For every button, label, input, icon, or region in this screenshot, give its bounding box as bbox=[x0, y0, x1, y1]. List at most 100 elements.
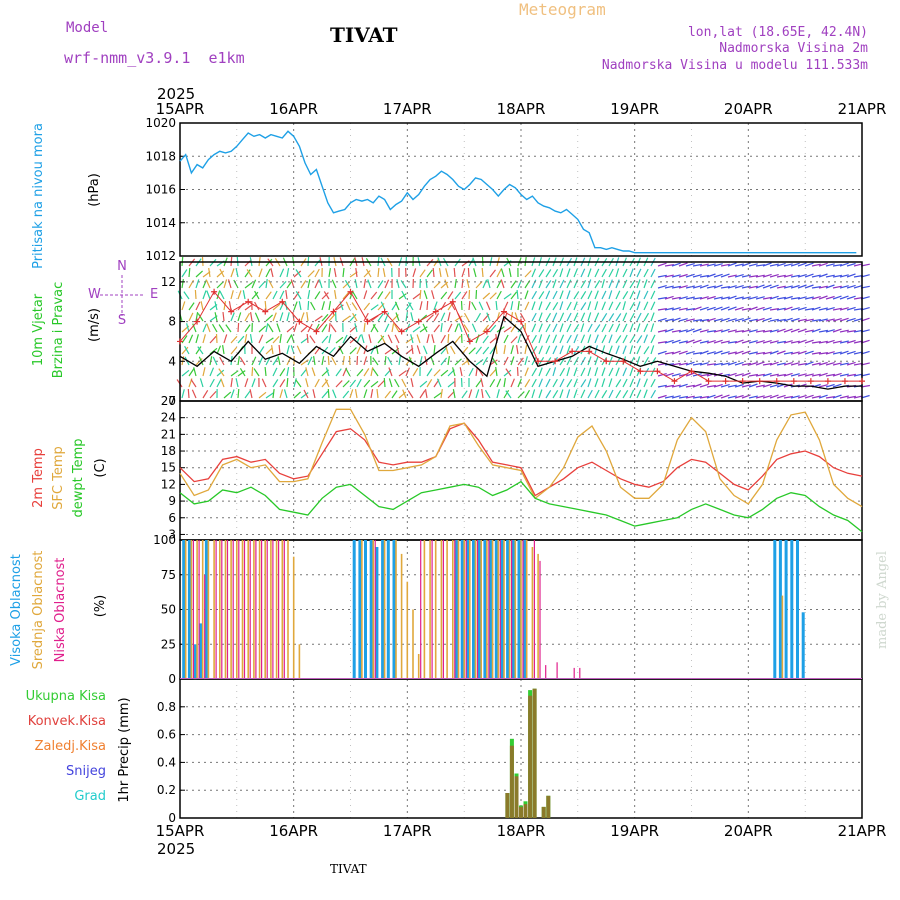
wind-barb bbox=[538, 269, 545, 278]
wind-barb bbox=[422, 345, 428, 355]
wind-barb bbox=[382, 268, 386, 278]
wind-barb bbox=[664, 318, 674, 322]
wind-barb bbox=[769, 318, 779, 322]
wind-barb bbox=[377, 267, 380, 278]
cloud-bar bbox=[406, 581, 409, 679]
wind-barb bbox=[433, 281, 441, 289]
wind-gust-marker bbox=[552, 358, 559, 365]
wind-barb bbox=[188, 302, 195, 311]
wind-barb bbox=[461, 390, 468, 399]
wind-barb bbox=[426, 314, 434, 322]
wind-barb bbox=[503, 334, 509, 344]
wind-barb bbox=[407, 390, 414, 399]
lonlat-label: lon,lat (18.65E, 42.4N) bbox=[687, 25, 868, 40]
wind-barb bbox=[734, 263, 744, 267]
wind-barb bbox=[552, 323, 558, 333]
wind-barb bbox=[818, 285, 828, 289]
wind-barb bbox=[433, 392, 442, 399]
wind-gust-marker bbox=[654, 368, 661, 375]
cloud-bar bbox=[221, 540, 223, 679]
wind-barb bbox=[219, 268, 225, 278]
wind-barb bbox=[657, 308, 667, 311]
cloud-bar bbox=[255, 540, 257, 679]
wind-barb bbox=[643, 346, 650, 355]
wind-barb bbox=[475, 312, 482, 322]
wind-barb bbox=[505, 368, 512, 377]
wind-barb bbox=[368, 334, 372, 344]
wind-barb bbox=[818, 307, 828, 311]
wind-barb bbox=[587, 367, 592, 377]
top-year-label: 2025 bbox=[157, 85, 195, 103]
wind-barb bbox=[307, 279, 311, 289]
cloud-bar bbox=[386, 540, 390, 679]
wind-barb bbox=[193, 367, 197, 377]
wind-barb bbox=[608, 301, 614, 311]
wind-gust-marker bbox=[569, 348, 576, 355]
wind-barb bbox=[762, 262, 772, 267]
wind-barb bbox=[615, 389, 622, 399]
wind-barb bbox=[615, 290, 621, 300]
wind-barb bbox=[769, 295, 779, 300]
wind-barb bbox=[825, 263, 835, 267]
wind-barb bbox=[198, 356, 204, 366]
wind-barb bbox=[552, 268, 559, 278]
wind-barb bbox=[321, 335, 329, 344]
y-tick-label: 1020 bbox=[145, 116, 176, 130]
wind-barb bbox=[671, 384, 681, 388]
wind-barb bbox=[250, 312, 253, 322]
wind-barb bbox=[769, 329, 779, 333]
wind-barb bbox=[573, 268, 578, 278]
y-tick-label: 3 bbox=[168, 527, 176, 541]
wind-barb bbox=[314, 291, 321, 300]
wind-barb bbox=[227, 279, 232, 289]
cloud-bar bbox=[358, 540, 362, 679]
wind-barb bbox=[496, 290, 502, 300]
wind-barb bbox=[629, 268, 634, 278]
wind-barb bbox=[454, 279, 457, 289]
wind-barb bbox=[538, 291, 545, 300]
wind-barb bbox=[846, 395, 857, 399]
wind-barb bbox=[741, 317, 751, 322]
model-altitude-label: Nadmorska Visina u modelu 111.533m bbox=[601, 58, 868, 73]
cloud-bar bbox=[374, 540, 376, 679]
wind-ylabel-1: 10m Vjetar bbox=[31, 293, 46, 366]
wind-barb bbox=[559, 301, 564, 311]
wind-barb bbox=[790, 362, 800, 366]
sfc-ylabel: SFC Temp bbox=[51, 446, 66, 510]
cloud-bar bbox=[226, 540, 229, 679]
wind-barb bbox=[601, 290, 607, 300]
wind-barb bbox=[657, 262, 667, 267]
wind-barb bbox=[657, 296, 667, 300]
wind-barb bbox=[295, 290, 302, 300]
wind-barb bbox=[463, 324, 470, 333]
wind-barb bbox=[783, 317, 793, 322]
wind-barb bbox=[699, 318, 709, 322]
wind-gust-marker bbox=[364, 318, 371, 325]
wind-barb bbox=[181, 301, 186, 311]
wind-barb bbox=[566, 301, 572, 311]
cloud-bar bbox=[486, 540, 488, 679]
wind-barb bbox=[230, 312, 235, 322]
wind-barb bbox=[279, 280, 287, 289]
wind-barb bbox=[650, 378, 656, 388]
wind-barb bbox=[678, 307, 688, 311]
wind-barb bbox=[202, 367, 206, 377]
wind-barb bbox=[237, 312, 242, 322]
wind-barb bbox=[296, 345, 302, 355]
cloud-bar bbox=[579, 667, 581, 679]
wind-barb bbox=[755, 317, 765, 322]
wind-barb bbox=[643, 268, 649, 278]
wind-barb bbox=[244, 304, 253, 311]
wind-barb bbox=[629, 312, 635, 322]
wind-barb bbox=[510, 356, 515, 366]
wind-barb bbox=[622, 378, 628, 388]
compass-w: W bbox=[88, 287, 101, 302]
wind-barb bbox=[503, 326, 512, 333]
cloud-bar bbox=[381, 540, 385, 679]
wind-barb bbox=[748, 351, 758, 355]
wind-barb bbox=[223, 391, 232, 399]
wind-barb bbox=[678, 395, 688, 399]
wind-barb bbox=[503, 312, 508, 322]
wind-barb bbox=[783, 306, 793, 311]
wind-barb bbox=[692, 328, 702, 333]
